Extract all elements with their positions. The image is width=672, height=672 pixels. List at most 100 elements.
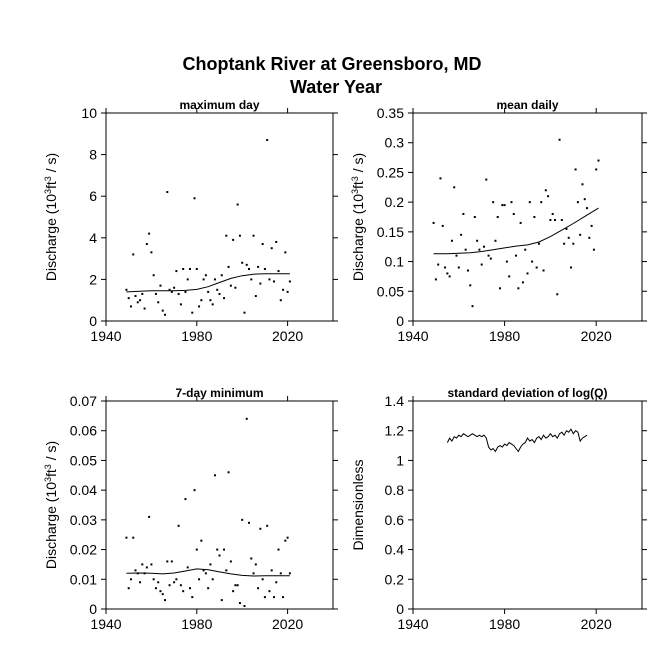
data-point (188, 268, 191, 270)
data-point (547, 195, 550, 198)
data-point (266, 139, 269, 142)
data-point (225, 234, 228, 237)
data-point (202, 278, 205, 281)
data-point (127, 587, 130, 590)
data-point (236, 203, 239, 206)
y-tick-label: 0.01 (70, 571, 97, 587)
data-point (494, 239, 497, 242)
data-point (220, 599, 223, 602)
data-point (549, 218, 552, 221)
data-point (592, 248, 595, 251)
data-point (159, 590, 162, 593)
data-point (243, 605, 246, 608)
data-point (139, 299, 142, 302)
y-axis-label: Dimensionless (350, 459, 366, 550)
data-point (542, 269, 545, 272)
y-tick-label: 10 (81, 105, 97, 121)
data-point (232, 238, 235, 241)
data-point (209, 563, 212, 566)
y-tick-label: 0 (396, 313, 404, 329)
data-point (223, 297, 226, 300)
data-point (275, 240, 278, 243)
data-point (245, 263, 248, 266)
data-point (157, 301, 160, 304)
y-tick-label: 0.8 (385, 482, 405, 498)
data-point (148, 232, 151, 235)
data-point (248, 268, 251, 270)
chart-panel-4: standard deviation of log(Q) 1940 1980 2020… (350, 386, 647, 632)
series-line (446, 428, 588, 453)
panel-title: 7-day minimum (175, 386, 263, 400)
data-point (134, 295, 137, 298)
data-point (154, 292, 157, 295)
data-point (152, 274, 155, 277)
data-point (191, 596, 194, 599)
data-point (576, 201, 579, 204)
data-point (173, 286, 176, 289)
data-point (512, 213, 515, 216)
data-point (179, 584, 182, 587)
data-point (563, 242, 566, 245)
x-tick-label: 1980 (181, 328, 212, 344)
data-point (216, 548, 219, 551)
data-point (236, 584, 239, 587)
y-tick-label: 0.35 (377, 105, 404, 121)
y-tick-label: 0.15 (377, 224, 404, 240)
data-point (437, 263, 440, 266)
data-point (259, 282, 262, 285)
data-point (441, 224, 444, 227)
y-tick-label: 1 (396, 452, 404, 468)
data-point (263, 596, 266, 599)
plot-frame (105, 400, 334, 610)
data-point (565, 227, 568, 230)
data-point (270, 569, 273, 572)
data-point (186, 278, 189, 281)
data-point (198, 578, 201, 581)
data-point (288, 280, 291, 283)
data-point (508, 275, 511, 278)
data-point (173, 581, 176, 584)
data-point (211, 578, 214, 581)
data-point (209, 299, 212, 302)
data-point (595, 168, 598, 171)
data-point (567, 236, 570, 239)
data-point (234, 584, 237, 587)
data-point (259, 527, 262, 530)
data-point (263, 268, 266, 270)
data-point (207, 587, 210, 590)
data-point (261, 243, 264, 246)
data-point (282, 596, 285, 599)
data-point (521, 281, 524, 284)
data-point (279, 299, 282, 302)
data-point (277, 548, 280, 551)
x-tick-label: 1940 (397, 328, 428, 344)
y-tick-label: 0.6 (385, 512, 405, 528)
data-point (581, 183, 584, 186)
data-point (556, 293, 559, 296)
y-tick-label: 0 (89, 601, 97, 617)
chart-panel-2: mean daily 1940 1980 2020 0 0.05 0.1 0.15 0.2 0.2… (350, 98, 647, 344)
data-point (551, 213, 554, 216)
x-tick-label: 1980 (181, 616, 212, 632)
data-point (286, 290, 289, 293)
data-point (157, 581, 160, 584)
data-point (590, 224, 593, 227)
x-tick-label: 2020 (581, 328, 612, 344)
y-tick-label: 0.1 (385, 254, 405, 270)
data-point (193, 197, 196, 200)
data-point (148, 515, 151, 518)
data-point (560, 218, 563, 221)
data-point (227, 265, 230, 268)
data-point (241, 261, 244, 264)
data-point (496, 216, 499, 218)
data-point (597, 159, 600, 162)
data-point (261, 578, 264, 581)
x-tick-label: 1940 (90, 328, 121, 344)
data-point (288, 572, 291, 575)
data-point (141, 292, 144, 295)
data-point (450, 239, 453, 242)
y-tick-label: 0.2 (385, 571, 405, 587)
data-point (225, 569, 228, 572)
data-point (143, 307, 146, 310)
data-point (245, 417, 248, 420)
